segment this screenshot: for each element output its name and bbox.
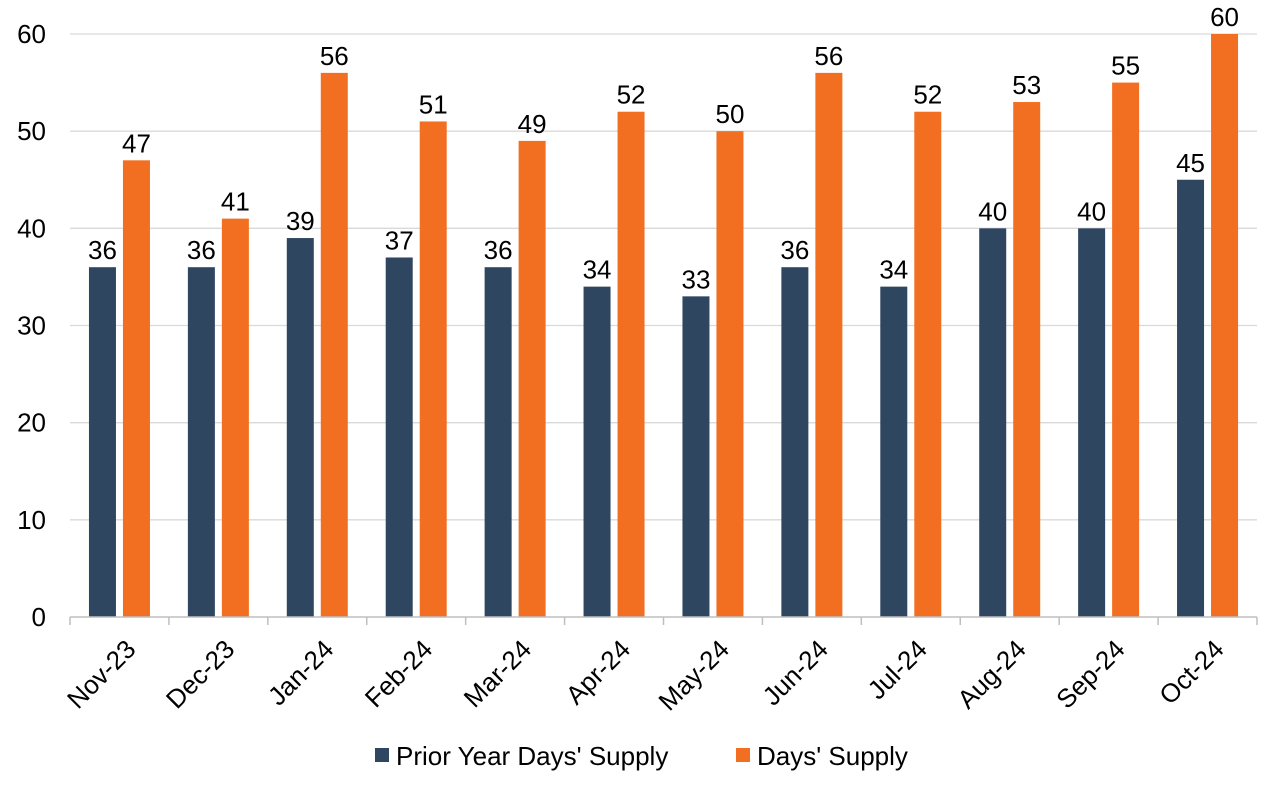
y-tick-label: 0 [32, 602, 46, 632]
data-label: 36 [484, 235, 513, 265]
x-tick-label: Jul-24 [862, 634, 933, 705]
data-label: 52 [913, 80, 942, 110]
data-label: 50 [715, 99, 744, 129]
bar-prior-year-days-supply [286, 238, 314, 618]
bar-days-supply [716, 131, 744, 617]
x-tick-label: May-24 [652, 634, 735, 717]
data-label: 53 [1012, 70, 1041, 100]
x-tick-label: Mar-24 [458, 634, 537, 713]
data-label: 37 [385, 225, 414, 255]
bars [88, 34, 1239, 618]
bar-prior-year-days-supply [484, 267, 512, 617]
data-label: 56 [814, 41, 843, 71]
bar-days-supply [914, 111, 942, 617]
bar-prior-year-days-supply [1177, 179, 1205, 617]
bar-prior-year-days-supply [385, 257, 413, 617]
bar-days-supply [419, 121, 447, 617]
data-label: 34 [879, 255, 908, 285]
gridlines [70, 33, 1257, 521]
data-label: 39 [286, 206, 315, 236]
data-label: 36 [780, 235, 809, 265]
data-label: 49 [518, 109, 547, 139]
data-label: 55 [1111, 51, 1140, 81]
data-label: 51 [419, 89, 448, 119]
data-label: 52 [617, 80, 646, 110]
data-label: 40 [978, 196, 1007, 226]
bar-prior-year-days-supply [979, 228, 1007, 618]
x-tick-label: Jun-24 [756, 634, 833, 711]
x-tick-label: Feb-24 [359, 634, 438, 713]
y-tick-label: 30 [17, 311, 46, 341]
x-tick-label: Nov-23 [61, 634, 141, 714]
data-label: 56 [320, 41, 349, 71]
bar-days-supply [122, 160, 150, 618]
data-labels: 3647364139563751364934523350365634524053… [88, 2, 1239, 294]
bar-days-supply [221, 218, 249, 617]
legend-label-prior-year: Prior Year Days' Supply [396, 741, 668, 771]
legend-swatch-prior-year [375, 748, 389, 762]
legend-label-days-supply: Days' Supply [757, 741, 908, 771]
x-tick-label: Oct-24 [1153, 634, 1229, 710]
x-tick-label: Dec-23 [160, 634, 240, 714]
bar-days-supply [1211, 34, 1239, 617]
bar-days-supply [617, 111, 645, 617]
y-tick-label: 40 [17, 213, 46, 243]
y-tick-label: 10 [17, 505, 46, 535]
x-tick-label: Sep-24 [1050, 634, 1130, 714]
bar-prior-year-days-supply [187, 267, 215, 617]
bar-days-supply [1112, 82, 1140, 618]
bar-prior-year-days-supply [880, 286, 908, 617]
bar-days-supply [815, 72, 843, 617]
bar-prior-year-days-supply [682, 296, 710, 617]
data-label: 36 [187, 235, 216, 265]
legend: Prior Year Days' Supply Days' Supply [375, 741, 908, 771]
bar-prior-year-days-supply [583, 286, 611, 617]
bar-days-supply [518, 140, 546, 617]
x-tick-label: Aug-24 [951, 634, 1031, 714]
y-tick-label: 20 [17, 408, 46, 438]
bar-prior-year-days-supply [88, 267, 116, 617]
bar-days-supply [1013, 102, 1041, 618]
data-label: 60 [1210, 2, 1239, 32]
data-label: 34 [583, 255, 612, 285]
x-tick-label: Jan-24 [262, 634, 339, 711]
y-tick-label: 60 [17, 19, 46, 49]
bar-prior-year-days-supply [1078, 228, 1106, 618]
bar-prior-year-days-supply [781, 267, 809, 617]
bar-days-supply [320, 72, 348, 617]
data-label: 41 [221, 187, 250, 217]
data-label: 36 [88, 235, 117, 265]
x-tick-label: Apr-24 [560, 634, 636, 710]
data-label: 33 [681, 264, 710, 294]
data-label: 45 [1176, 148, 1205, 178]
data-label: 40 [1077, 196, 1106, 226]
legend-swatch-days-supply [736, 748, 750, 762]
y-tick-label: 50 [17, 116, 46, 146]
data-label: 47 [122, 128, 151, 158]
